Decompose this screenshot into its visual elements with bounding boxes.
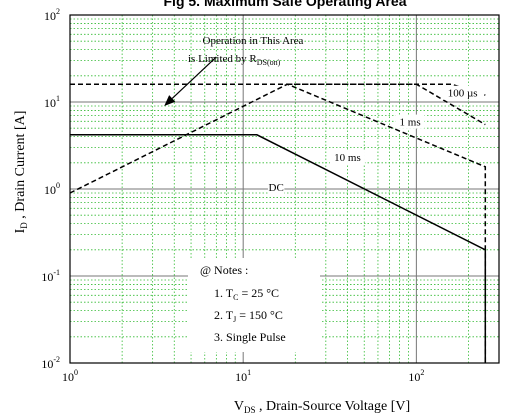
x-tick-base: 10 [235, 370, 247, 384]
y-tick-label-3: 100 [44, 181, 60, 197]
note-2-suffix: = 150 °C [236, 308, 283, 322]
x-axis-label: VDS , Drain-Source Voltage [V] [234, 399, 410, 415]
x-axis-label-symbol: V [234, 399, 244, 414]
y-tick-exponent: 1 [56, 94, 60, 103]
annotation-line1: Operation in This Area [203, 35, 304, 47]
series-label-1: 100 µs [448, 88, 478, 100]
x-tick-base: 10 [408, 370, 420, 384]
y-axis-label-symbol: I [13, 228, 28, 233]
series-label-background [395, 114, 425, 129]
x-axis-label-sub: DS [244, 405, 256, 415]
series-line-1 [70, 134, 487, 363]
note-1-suffix: = 25 °C [238, 286, 279, 300]
y-tick-label-5: 102 [44, 7, 60, 23]
notes-box-background [188, 258, 320, 352]
series-line-2 [69, 83, 487, 363]
series-line-4 [70, 83, 486, 96]
series-label-background [267, 179, 285, 194]
series-layer [69, 83, 487, 363]
label-layer: 100 µs 1 ms 10 ms DC [267, 85, 484, 194]
series-label-background [442, 85, 484, 100]
y-axis-label: ID , Drain Current [A] [13, 111, 29, 234]
annotation-line2: is Limited by R [188, 53, 257, 65]
annotation-line2-sub: DS(on) [257, 58, 281, 67]
y-tick-exponent: -2 [53, 355, 60, 364]
area-annotation: Operation in This Area is Limited by RDS… [164, 35, 304, 106]
y-axis-label-sub: D [19, 222, 29, 229]
plot-frame [69, 14, 500, 364]
y-tick-exponent: -1 [53, 268, 60, 277]
y-tick-label-4: 101 [44, 94, 60, 110]
series-label-2: 1 ms [400, 117, 421, 129]
notes-title: @ Notes : [200, 263, 248, 277]
annotation-arrow-head [164, 95, 176, 106]
y-tick-base: 10 [44, 96, 56, 110]
y-tick-exponent: 2 [56, 7, 60, 16]
svg-text:ID , Drain Current [A]: ID , Drain Current [A] [13, 111, 29, 234]
annotation-arrow-line [171, 56, 217, 99]
x-tick-label-2: 101 [235, 368, 251, 384]
x-tick-label-3: 102 [408, 368, 424, 384]
y-tick-exponent: 0 [56, 181, 60, 190]
x-tick-label-1: 100 [62, 368, 78, 384]
svg-text:2. TJ = 150 °C: 2. TJ = 150 °C [214, 308, 283, 324]
y-tick-base: 10 [41, 357, 53, 371]
x-tick-exponent: 2 [420, 368, 424, 377]
y-tick-label-1: 10-2 [41, 355, 60, 371]
x-axis-label-text: , Drain-Source Voltage [V] [256, 399, 411, 414]
svg-text:1. TC = 25 °C: 1. TC = 25 °C [214, 286, 279, 302]
note-1-prefix: 1. T [214, 286, 234, 300]
series-label-4: DC [269, 182, 284, 194]
y-tick-label-2: 10-1 [41, 268, 60, 284]
grid-layer [70, 15, 499, 363]
x-tick-base: 10 [62, 370, 74, 384]
note-2-prefix: 2. T [214, 308, 234, 322]
note-2-sub: J [233, 315, 236, 324]
note-3-text: 3. Single Pulse [214, 330, 286, 344]
y-axis-label-text: , Drain Current [A] [13, 111, 28, 223]
notes-box: @ Notes : 1. TC = 25 °C 2. TJ = 150 °C 3… [188, 258, 320, 352]
series-label-3: 10 ms [334, 152, 361, 164]
y-tick-base: 10 [44, 9, 56, 23]
series-label-background [329, 150, 365, 165]
x-tick-exponent: 1 [247, 368, 251, 377]
y-tick-base: 10 [44, 183, 56, 197]
x-tick-exponent: 0 [74, 368, 78, 377]
svg-text:3. Single Pulse: 3. Single Pulse [214, 330, 286, 344]
svg-text:is Limited by RDS(on): is Limited by RDS(on) [188, 53, 281, 67]
y-tick-base: 10 [41, 270, 53, 284]
note-1-sub: C [233, 293, 238, 302]
svg-text:VDS , Drain-Source Voltage [V: VDS , Drain-Source Voltage [V] [234, 399, 410, 415]
chart-title: Fig 5. Maximum Safe Operating Area [164, 0, 407, 9]
